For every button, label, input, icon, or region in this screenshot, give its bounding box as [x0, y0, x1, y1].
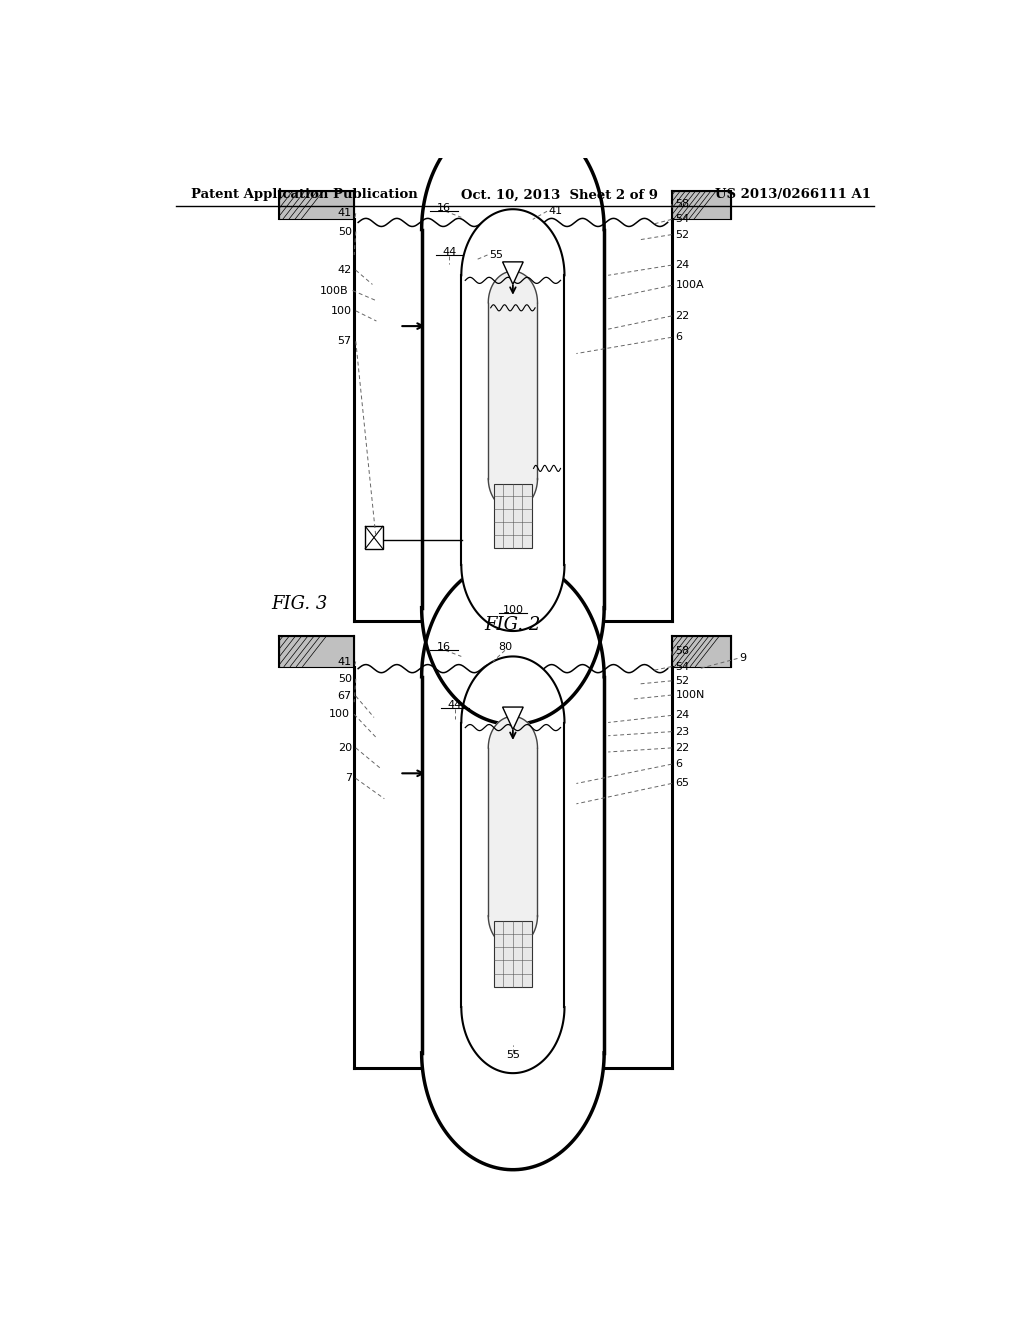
Bar [422, 230, 604, 607]
Bar [494, 483, 531, 548]
Text: Oct. 10, 2013  Sheet 2 of 9: Oct. 10, 2013 Sheet 2 of 9 [461, 189, 658, 202]
Bar [461, 722, 564, 1007]
Text: FIG. 2: FIG. 2 [484, 616, 541, 634]
Polygon shape [461, 656, 564, 722]
Polygon shape [488, 717, 538, 748]
Bar [488, 748, 538, 916]
Text: 50: 50 [338, 227, 352, 236]
Polygon shape [488, 271, 538, 302]
Text: 100: 100 [331, 306, 352, 315]
Text: 24: 24 [676, 710, 690, 721]
Text: 58: 58 [676, 199, 690, 209]
Bar [279, 636, 354, 667]
Text: 44: 44 [447, 700, 462, 710]
Polygon shape [422, 112, 604, 230]
Text: 16: 16 [437, 643, 451, 652]
Text: 58: 58 [676, 647, 690, 656]
Text: 9: 9 [739, 653, 746, 664]
Text: 57: 57 [338, 337, 352, 346]
Polygon shape [422, 607, 604, 725]
Bar [672, 191, 731, 219]
Text: 50: 50 [338, 673, 352, 684]
Polygon shape [461, 1007, 564, 1073]
Bar [672, 636, 731, 667]
Polygon shape [461, 565, 564, 631]
Bar [366, 527, 383, 549]
Text: 22: 22 [676, 312, 690, 321]
Polygon shape [503, 261, 523, 284]
Text: 65: 65 [676, 779, 689, 788]
Polygon shape [488, 479, 538, 510]
Text: 41: 41 [338, 656, 352, 667]
Text: 22: 22 [676, 743, 690, 752]
Text: 41: 41 [338, 209, 352, 218]
Text: 20: 20 [338, 743, 352, 752]
Polygon shape [488, 916, 538, 948]
Text: 24: 24 [676, 260, 690, 271]
Polygon shape [422, 560, 604, 677]
Text: 7: 7 [345, 774, 352, 783]
Text: 6: 6 [676, 759, 683, 770]
Text: Patent Application Publication: Patent Application Publication [191, 189, 418, 202]
Text: 23: 23 [676, 726, 690, 737]
Bar [494, 921, 531, 987]
Bar [488, 302, 538, 479]
Text: US 2013/0266111 A1: US 2013/0266111 A1 [715, 189, 871, 202]
Text: 52: 52 [676, 230, 690, 240]
Text: 54: 54 [676, 214, 690, 224]
Text: 55: 55 [489, 249, 503, 260]
Text: 6: 6 [676, 333, 683, 342]
Text: 55: 55 [506, 1049, 520, 1060]
Text: 100A: 100A [676, 280, 705, 290]
Bar [279, 191, 354, 219]
Text: 44: 44 [442, 247, 457, 257]
Text: 100N: 100N [676, 690, 705, 700]
Bar [422, 677, 604, 1053]
Text: 80: 80 [498, 643, 512, 652]
Text: 16: 16 [437, 203, 451, 214]
Text: 100: 100 [329, 709, 350, 719]
Text: FIG. 3: FIG. 3 [270, 595, 328, 612]
Polygon shape [461, 210, 564, 276]
Text: 100B: 100B [319, 285, 348, 296]
Bar [461, 276, 564, 565]
Text: 67: 67 [338, 692, 352, 701]
Text: 100: 100 [503, 605, 523, 615]
Polygon shape [503, 708, 523, 730]
Text: 42: 42 [338, 265, 352, 275]
Text: 54: 54 [676, 661, 690, 672]
Polygon shape [422, 1053, 604, 1170]
Text: 41: 41 [549, 206, 563, 216]
Text: 52: 52 [676, 676, 690, 686]
